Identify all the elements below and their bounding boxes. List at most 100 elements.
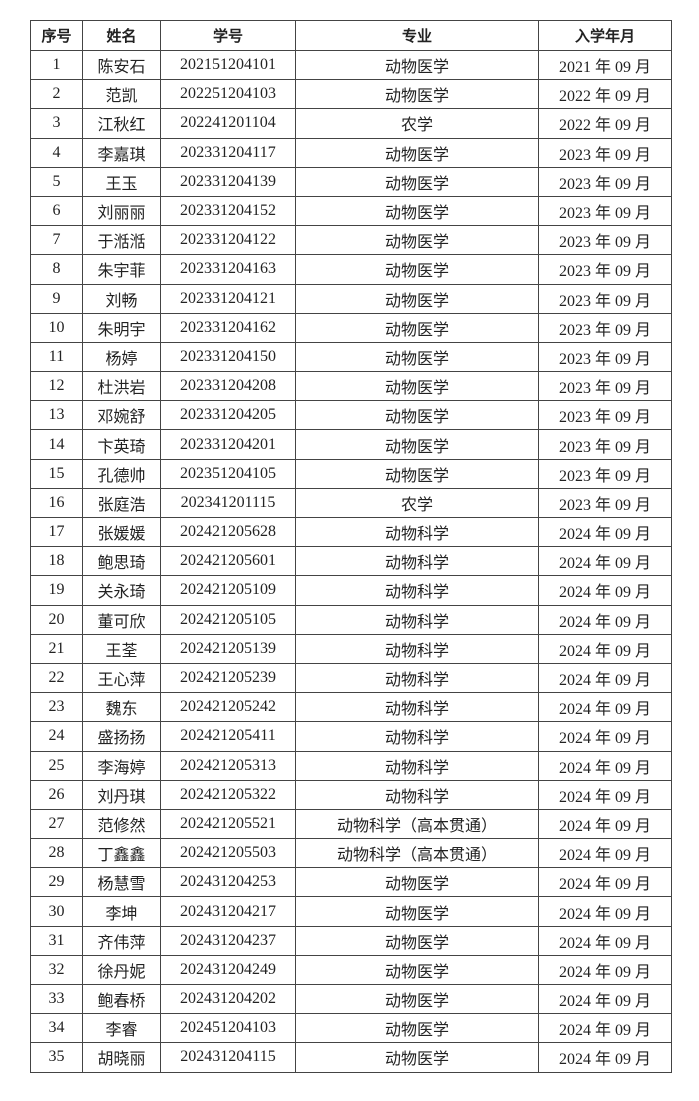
cell-student-id: 202421205139 — [160, 633, 296, 664]
cell-index: 24 — [30, 721, 83, 752]
cell-enrollment-date: 2022 年 09 月 — [538, 108, 672, 139]
cell-major: 动物科学 — [295, 516, 539, 548]
cell-major: 动物医学 — [295, 954, 539, 986]
cell-student-id: 202331204117 — [160, 137, 296, 168]
table-row: 20 董可欣 202421205105 动物科学 2024 年 09 月 — [30, 604, 672, 635]
cell-enrollment-date: 2023 年 09 月 — [538, 312, 672, 343]
table-row: 5 王玉 202331204139 动物医学 2023 年 09 月 — [30, 166, 672, 197]
cell-index: 29 — [30, 867, 83, 898]
cell-name: 刘畅 — [82, 283, 161, 314]
cell-name: 朱宇菲 — [82, 254, 161, 285]
table-row: 1 陈安石 202151204101 动物医学 2021 年 09 月 — [30, 49, 672, 81]
cell-name: 卞英琦 — [82, 429, 161, 460]
table-row: 25 李海婷 202421205313 动物科学 2024 年 09 月 — [30, 750, 672, 781]
cell-index: 34 — [30, 1013, 83, 1044]
cell-major: 动物医学 — [295, 341, 539, 373]
table-row: 34 李睿 202451204103 动物医学 2024 年 09 月 — [30, 1013, 672, 1044]
cell-enrollment-date: 2023 年 09 月 — [538, 137, 672, 168]
cell-student-id: 202331204208 — [160, 371, 296, 402]
cell-major: 动物医学 — [295, 137, 539, 168]
cell-enrollment-date: 2022 年 09 月 — [538, 79, 672, 110]
cell-student-id: 202451204103 — [160, 1013, 296, 1044]
cell-index: 28 — [30, 838, 83, 869]
cell-name: 刘丽丽 — [82, 195, 161, 227]
table-row: 30 李坤 202431204217 动物医学 2024 年 09 月 — [30, 896, 672, 927]
table-row: 19 关永琦 202421205109 动物科学 2024 年 09 月 — [30, 575, 672, 606]
cell-index: 15 — [30, 458, 83, 489]
cell-index: 18 — [30, 546, 83, 577]
cell-student-id: 202421205109 — [160, 575, 296, 606]
table-row: 31 齐伟萍 202431204237 动物医学 2024 年 09 月 — [30, 925, 672, 956]
cell-name: 魏东 — [82, 692, 161, 723]
cell-student-id: 202421205239 — [160, 662, 296, 694]
cell-major: 动物医学 — [295, 254, 539, 285]
table-row: 6 刘丽丽 202331204152 动物医学 2023 年 09 月 — [30, 195, 672, 227]
table-row: 23 魏东 202421205242 动物科学 2024 年 09 月 — [30, 692, 672, 723]
header-major: 专业 — [295, 20, 539, 51]
cell-major: 动物医学 — [295, 867, 539, 898]
cell-index: 21 — [30, 633, 83, 664]
cell-student-id: 202241201104 — [160, 108, 296, 139]
cell-major: 动物科学 — [295, 662, 539, 694]
cell-enrollment-date: 2024 年 09 月 — [538, 633, 672, 664]
header-index: 序号 — [30, 20, 83, 51]
cell-index: 22 — [30, 662, 83, 694]
cell-name: 邓婉舒 — [82, 400, 161, 431]
cell-enrollment-date: 2024 年 09 月 — [538, 1042, 672, 1073]
table-row: 17 张媛媛 202421205628 动物科学 2024 年 09 月 — [30, 516, 672, 548]
cell-name: 于湉湉 — [82, 225, 161, 256]
cell-major: 动物医学 — [295, 79, 539, 110]
cell-index: 17 — [30, 516, 83, 548]
cell-name: 李睿 — [82, 1013, 161, 1044]
cell-name: 孔德帅 — [82, 458, 161, 489]
table-row: 4 李嘉琪 202331204117 动物医学 2023 年 09 月 — [30, 137, 672, 168]
table-row: 28 丁鑫鑫 202421205503 动物科学（高本贯通） 2024 年 09 月 — [30, 838, 672, 869]
cell-student-id: 202331204150 — [160, 341, 296, 373]
cell-student-id: 202421205322 — [160, 779, 296, 810]
cell-index: 31 — [30, 925, 83, 956]
cell-name: 董可欣 — [82, 604, 161, 635]
cell-student-id: 202331204205 — [160, 400, 296, 431]
cell-major: 动物科学（高本贯通） — [295, 838, 539, 869]
cell-index: 2 — [30, 79, 83, 110]
header-student-id: 学号 — [160, 20, 296, 51]
table-row: 32 徐丹妮 202431204249 动物医学 2024 年 09 月 — [30, 954, 672, 986]
cell-enrollment-date: 2024 年 09 月 — [538, 896, 672, 927]
cell-name: 李嘉琪 — [82, 137, 161, 168]
table-row: 3 江秋红 202241201104 农学 2022 年 09 月 — [30, 108, 672, 139]
cell-index: 35 — [30, 1042, 83, 1073]
cell-name: 杨慧雪 — [82, 867, 161, 898]
cell-student-id: 202431204249 — [160, 954, 296, 986]
cell-student-id: 202251204103 — [160, 79, 296, 110]
cell-student-id: 202331204122 — [160, 225, 296, 256]
cell-enrollment-date: 2023 年 09 月 — [538, 458, 672, 489]
cell-enrollment-date: 2024 年 09 月 — [538, 838, 672, 869]
cell-index: 13 — [30, 400, 83, 431]
cell-enrollment-date: 2023 年 09 月 — [538, 195, 672, 227]
cell-name: 王玉 — [82, 166, 161, 197]
cell-index: 10 — [30, 312, 83, 343]
cell-name: 刘丹琪 — [82, 779, 161, 810]
cell-student-id: 202341201115 — [160, 487, 296, 519]
cell-enrollment-date: 2024 年 09 月 — [538, 662, 672, 694]
cell-major: 动物医学 — [295, 925, 539, 956]
table-header-row: 序号 姓名 学号 专业 入学年月 — [30, 20, 672, 51]
cell-name: 张媛媛 — [82, 516, 161, 548]
cell-name: 胡晓丽 — [82, 1042, 161, 1073]
cell-student-id: 202431204115 — [160, 1042, 296, 1073]
cell-enrollment-date: 2024 年 09 月 — [538, 925, 672, 956]
cell-major: 动物科学 — [295, 779, 539, 810]
cell-enrollment-date: 2024 年 09 月 — [538, 604, 672, 635]
cell-index: 32 — [30, 954, 83, 986]
cell-enrollment-date: 2024 年 09 月 — [538, 516, 672, 548]
cell-index: 12 — [30, 371, 83, 402]
table-row: 27 范修然 202421205521 动物科学（高本贯通） 2024 年 09 月 — [30, 808, 672, 840]
cell-student-id: 202331204163 — [160, 254, 296, 285]
cell-enrollment-date: 2023 年 09 月 — [538, 400, 672, 431]
table-row: 26 刘丹琪 202421205322 动物科学 2024 年 09 月 — [30, 779, 672, 810]
cell-enrollment-date: 2024 年 09 月 — [538, 1013, 672, 1044]
cell-student-id: 202421205503 — [160, 838, 296, 869]
table-row: 8 朱宇菲 202331204163 动物医学 2023 年 09 月 — [30, 254, 672, 285]
cell-name: 杜洪岩 — [82, 371, 161, 402]
table-row: 13 邓婉舒 202331204205 动物医学 2023 年 09 月 — [30, 400, 672, 431]
